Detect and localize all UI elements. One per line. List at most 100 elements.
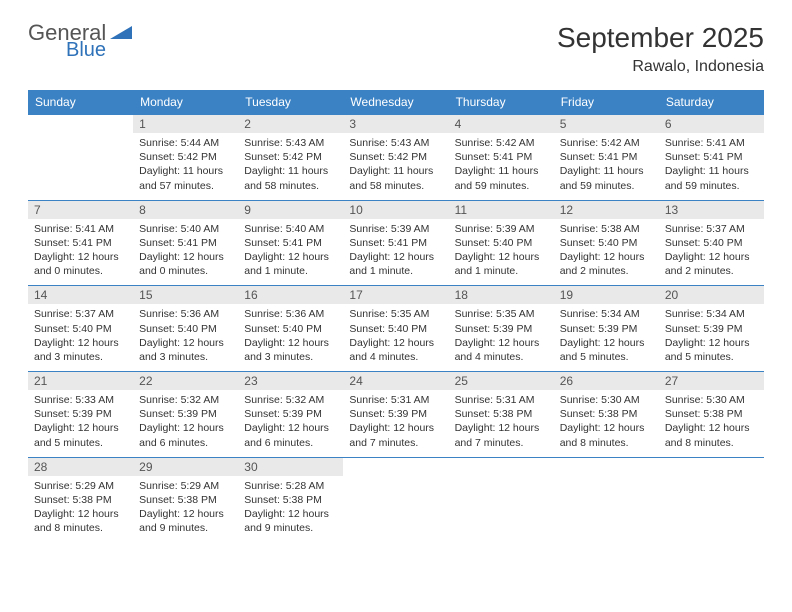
daylight-text: Daylight: 11 hours and 59 minutes. <box>560 164 653 192</box>
sunrise-text: Sunrise: 5:40 AM <box>244 222 337 236</box>
sunset-text: Sunset: 5:38 PM <box>244 493 337 507</box>
calendar-day-cell: 7 Sunrise: 5:41 AMSunset: 5:41 PMDaylight… <box>28 200 133 286</box>
sunset-text: Sunset: 5:38 PM <box>34 493 127 507</box>
day-info: Sunrise: 5:41 AMSunset: 5:41 PMDaylight:… <box>665 136 758 193</box>
daylight-text: Daylight: 12 hours and 2 minutes. <box>665 250 758 278</box>
sunset-text: Sunset: 5:41 PM <box>665 150 758 164</box>
calendar-day-cell <box>28 115 133 201</box>
day-info: Sunrise: 5:34 AMSunset: 5:39 PMDaylight:… <box>665 307 758 364</box>
weekday-header: Tuesday <box>238 90 343 115</box>
daylight-text: Daylight: 12 hours and 1 minute. <box>349 250 442 278</box>
day-number: 19 <box>554 286 659 304</box>
calendar-day-cell: 14Sunrise: 5:37 AMSunset: 5:40 PMDayligh… <box>28 286 133 372</box>
sunset-text: Sunset: 5:41 PM <box>560 150 653 164</box>
sunrise-text: Sunrise: 5:40 AM <box>139 222 232 236</box>
calendar-day-cell: 30Sunrise: 5:28 AMSunset: 5:38 PMDayligh… <box>238 457 343 542</box>
day-number: 8 <box>133 201 238 219</box>
daylight-text: Daylight: 12 hours and 5 minutes. <box>560 336 653 364</box>
day-number: 24 <box>343 372 448 390</box>
weekday-header: Saturday <box>659 90 764 115</box>
day-info: Sunrise: 5:29 AMSunset: 5:38 PMDaylight:… <box>34 479 127 536</box>
calendar-day-cell: 29 Sunrise: 5:29 AMSunset: 5:38 PMDayligh… <box>133 457 238 542</box>
calendar-day-cell: 9 Sunrise: 5:40 AMSunset: 5:41 PMDaylight… <box>238 200 343 286</box>
sunrise-text: Sunrise: 5:41 AM <box>34 222 127 236</box>
calendar-day-cell <box>343 457 448 542</box>
daylight-text: Daylight: 12 hours and 0 minutes. <box>139 250 232 278</box>
day-info: Sunrise: 5:30 AMSunset: 5:38 PMDaylight:… <box>665 393 758 450</box>
calendar-day-cell: 15Sunrise: 5:36 AMSunset: 5:40 PMDayligh… <box>133 286 238 372</box>
day-number: 21 <box>28 372 133 390</box>
calendar-day-cell: 1Sunrise: 5:44 AMSunset: 5:42 PMDaylight… <box>133 115 238 201</box>
day-number: 9 <box>238 201 343 219</box>
sunrise-text: Sunrise: 5:43 AM <box>244 136 337 150</box>
sunrise-text: Sunrise: 5:31 AM <box>455 393 548 407</box>
sunset-text: Sunset: 5:39 PM <box>560 322 653 336</box>
sunrise-text: Sunrise: 5:28 AM <box>244 479 337 493</box>
daylight-text: Daylight: 11 hours and 57 minutes. <box>139 164 232 192</box>
weekday-header-row: Sunday Monday Tuesday Wednesday Thursday… <box>28 90 764 115</box>
daylight-text: Daylight: 12 hours and 6 minutes. <box>244 421 337 449</box>
sunrise-text: Sunrise: 5:33 AM <box>34 393 127 407</box>
day-info: Sunrise: 5:41 AMSunset: 5:41 PMDaylight:… <box>34 222 127 279</box>
calendar-week-row: 14Sunrise: 5:37 AMSunset: 5:40 PMDayligh… <box>28 286 764 372</box>
sunrise-text: Sunrise: 5:39 AM <box>455 222 548 236</box>
day-number: 16 <box>238 286 343 304</box>
day-info: Sunrise: 5:34 AMSunset: 5:39 PMDaylight:… <box>560 307 653 364</box>
sunrise-text: Sunrise: 5:42 AM <box>455 136 548 150</box>
calendar-day-cell: 26Sunrise: 5:30 AMSunset: 5:38 PMDayligh… <box>554 372 659 458</box>
calendar-day-cell: 4Sunrise: 5:42 AMSunset: 5:41 PMDaylight… <box>449 115 554 201</box>
daylight-text: Daylight: 12 hours and 8 minutes. <box>560 421 653 449</box>
daylight-text: Daylight: 12 hours and 9 minutes. <box>139 507 232 535</box>
day-number: 4 <box>449 115 554 133</box>
sunrise-text: Sunrise: 5:38 AM <box>560 222 653 236</box>
sunset-text: Sunset: 5:39 PM <box>139 407 232 421</box>
calendar-page: General Blue September 2025 Rawalo, Indo… <box>0 0 792 564</box>
day-number: 17 <box>343 286 448 304</box>
sunrise-text: Sunrise: 5:32 AM <box>244 393 337 407</box>
daylight-text: Daylight: 12 hours and 3 minutes. <box>34 336 127 364</box>
sunset-text: Sunset: 5:41 PM <box>244 236 337 250</box>
day-number: 7 <box>28 201 133 219</box>
calendar-day-cell: 19 Sunrise: 5:34 AMSunset: 5:39 PMDayligh… <box>554 286 659 372</box>
calendar-week-row: 1Sunrise: 5:44 AMSunset: 5:42 PMDaylight… <box>28 115 764 201</box>
sunrise-text: Sunrise: 5:43 AM <box>349 136 442 150</box>
day-number: 30 <box>238 458 343 476</box>
page-header: General Blue September 2025 Rawalo, Indo… <box>28 22 764 76</box>
sunrise-text: Sunrise: 5:35 AM <box>349 307 442 321</box>
sunrise-text: Sunrise: 5:36 AM <box>244 307 337 321</box>
sunset-text: Sunset: 5:41 PM <box>139 236 232 250</box>
sunset-text: Sunset: 5:42 PM <box>349 150 442 164</box>
day-number: 15 <box>133 286 238 304</box>
daylight-text: Daylight: 11 hours and 59 minutes. <box>665 164 758 192</box>
calendar-day-cell: 13Sunrise: 5:37 AMSunset: 5:40 PMDayligh… <box>659 200 764 286</box>
sunset-text: Sunset: 5:39 PM <box>349 407 442 421</box>
calendar-day-cell: 28Sunrise: 5:29 AMSunset: 5:38 PMDayligh… <box>28 457 133 542</box>
daylight-text: Daylight: 12 hours and 1 minute. <box>244 250 337 278</box>
day-number: 29 <box>133 458 238 476</box>
day-info: Sunrise: 5:30 AMSunset: 5:38 PMDaylight:… <box>560 393 653 450</box>
day-info: Sunrise: 5:32 AMSunset: 5:39 PMDaylight:… <box>244 393 337 450</box>
daylight-text: Daylight: 12 hours and 5 minutes. <box>665 336 758 364</box>
day-info: Sunrise: 5:29 AMSunset: 5:38 PMDaylight:… <box>139 479 232 536</box>
calendar-body: 1Sunrise: 5:44 AMSunset: 5:42 PMDaylight… <box>28 115 764 543</box>
calendar-day-cell <box>554 457 659 542</box>
calendar-day-cell: 27Sunrise: 5:30 AMSunset: 5:38 PMDayligh… <box>659 372 764 458</box>
day-number: 23 <box>238 372 343 390</box>
sunrise-text: Sunrise: 5:36 AM <box>139 307 232 321</box>
sunset-text: Sunset: 5:38 PM <box>560 407 653 421</box>
daylight-text: Daylight: 11 hours and 58 minutes. <box>244 164 337 192</box>
day-number: 14 <box>28 286 133 304</box>
sunrise-text: Sunrise: 5:34 AM <box>665 307 758 321</box>
daylight-text: Daylight: 12 hours and 8 minutes. <box>34 507 127 535</box>
weekday-header: Friday <box>554 90 659 115</box>
calendar-day-cell: 6Sunrise: 5:41 AMSunset: 5:41 PMDaylight… <box>659 115 764 201</box>
day-number: 5 <box>554 115 659 133</box>
day-number: 20 <box>659 286 764 304</box>
day-info: Sunrise: 5:37 AMSunset: 5:40 PMDaylight:… <box>665 222 758 279</box>
calendar-day-cell: 24Sunrise: 5:31 AMSunset: 5:39 PMDayligh… <box>343 372 448 458</box>
day-number: 10 <box>343 201 448 219</box>
sunset-text: Sunset: 5:40 PM <box>139 322 232 336</box>
day-number: 1 <box>133 115 238 133</box>
calendar-day-cell: 20 Sunrise: 5:34 AMSunset: 5:39 PMDayligh… <box>659 286 764 372</box>
calendar-week-row: 21 Sunrise: 5:33 AM Sunset: 5:39 PM Dayligh… <box>28 372 764 458</box>
